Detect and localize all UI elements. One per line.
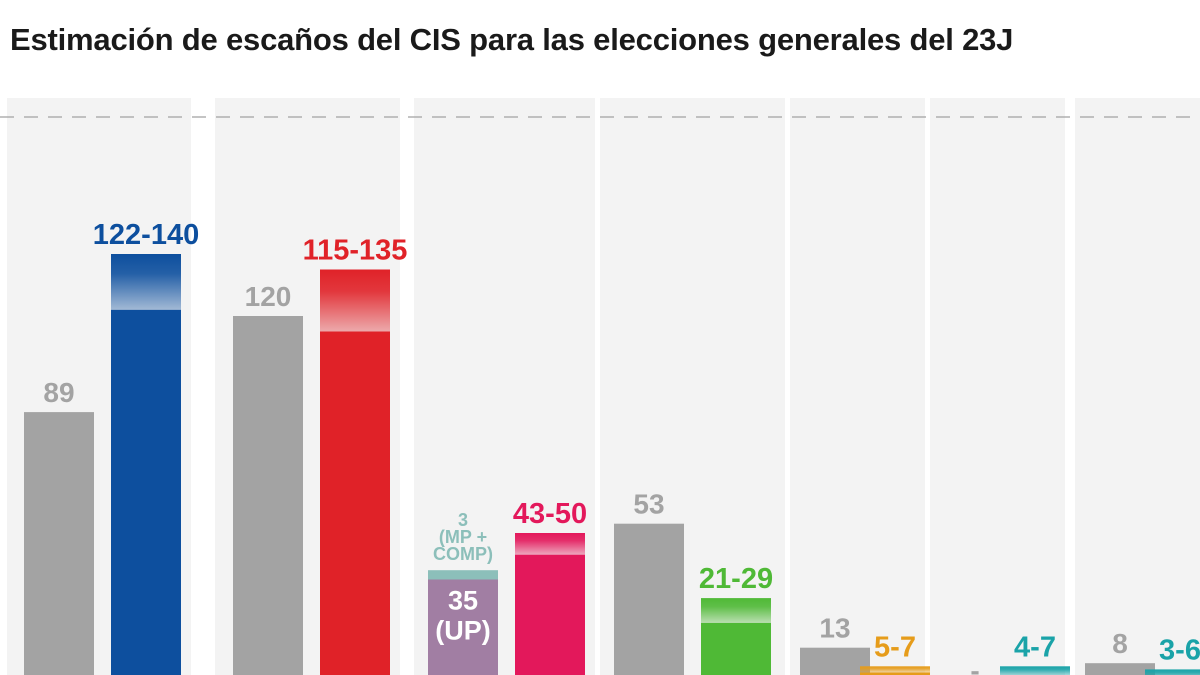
- estimate-min-bar-1: [320, 331, 390, 675]
- previous-bar-3: [614, 523, 684, 675]
- previous-label-4: 13: [819, 613, 850, 644]
- panel-bg-5: [930, 98, 1065, 675]
- estimate-min-bar-0: [111, 309, 181, 675]
- panels: [7, 98, 1200, 675]
- panel-bg-6: [1075, 98, 1200, 675]
- previous-extra-bar-2: [428, 570, 498, 580]
- estimate-range-bar-0: [111, 254, 181, 310]
- estimate-range-bar-6: [1145, 669, 1200, 675]
- chart-title: Estimación de escaños del CIS para las e…: [10, 22, 1014, 57]
- estimate-min-bar-4: [860, 672, 930, 675]
- estimate-label-5: 4-7: [1014, 631, 1056, 663]
- labels: 89 122-140 120 115-135 35 (UP) 3 (MP + COMP) 43-5…: [43, 219, 1200, 675]
- previous-label-0: 89: [43, 377, 74, 408]
- estimate-min-bar-2: [515, 554, 585, 675]
- previous-bar-4: [800, 647, 870, 675]
- estimate-label-4: 5-7: [874, 631, 916, 663]
- previous-bar-0: [24, 412, 94, 675]
- estimate-range-bar-1: [320, 269, 390, 332]
- previous-label-2: 35 (UP): [435, 586, 491, 646]
- previous-bar-1: [233, 316, 303, 675]
- estimate-label-3: 21-29: [699, 563, 773, 595]
- previous-bar-6: [1085, 663, 1155, 675]
- previous-label-1: 120: [245, 281, 292, 312]
- bars: [24, 254, 1200, 675]
- estimate-range-bar-3: [701, 598, 771, 623]
- previous-label-3: 53: [633, 489, 664, 520]
- previous-label-5: -: [970, 655, 979, 675]
- previous-label-6: 8: [1112, 628, 1128, 659]
- previous-extra-label-2: 3 (MP + COMP): [433, 510, 493, 564]
- estimate-range-bar-2: [515, 533, 585, 555]
- panel-bg-4: [790, 98, 925, 675]
- estimate-range-bar-5: [1000, 666, 1070, 675]
- estimate-label-6: 3-6: [1159, 634, 1200, 666]
- previous-bar-2: [428, 579, 498, 675]
- estimate-label-2: 43-50: [513, 498, 587, 530]
- estimate-min-bar-3: [701, 622, 771, 675]
- estimate-label-0: 122-140: [93, 219, 199, 251]
- estimate-range-bar-4: [860, 666, 930, 673]
- estimate-label-1: 115-135: [303, 235, 408, 267]
